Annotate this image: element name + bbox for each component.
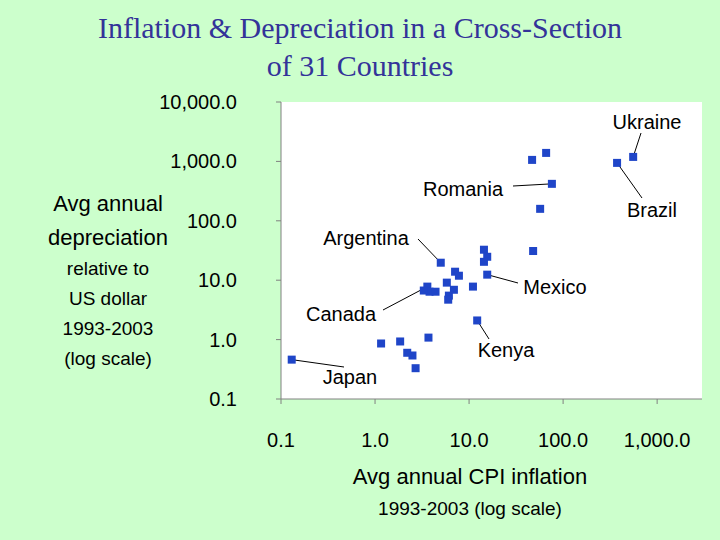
point — [396, 337, 404, 345]
x-tick-label: 1,000.0 — [624, 429, 691, 451]
point — [420, 287, 428, 295]
annotation: Ukraine — [613, 111, 682, 133]
point — [483, 271, 491, 279]
x-tick — [657, 399, 658, 404]
y-axis — [281, 102, 282, 399]
point — [412, 364, 420, 372]
annotation: Brazil — [627, 199, 677, 221]
y-tick-label: 10,000.0 — [159, 91, 237, 113]
y-tick — [276, 280, 281, 281]
y-tick — [276, 161, 281, 162]
point — [528, 156, 536, 164]
point — [629, 153, 637, 161]
point — [480, 246, 488, 254]
annotation: Argentina — [323, 227, 409, 249]
annotation-leader — [487, 275, 518, 283]
title: Inflation & Depreciation in a Cross-Sect… — [98, 11, 622, 82]
y-tick — [276, 339, 281, 340]
point — [529, 247, 537, 255]
point — [432, 288, 440, 296]
x-tick — [469, 399, 470, 404]
y-tick-label: 10.0 — [198, 269, 237, 291]
points — [288, 149, 637, 372]
y-tick-label: 1,000.0 — [170, 150, 237, 172]
x-tick — [563, 399, 564, 404]
x-tick — [281, 399, 282, 404]
y-label: Avg annualdepreciation — [48, 191, 168, 250]
x-tick-label: 0.1 — [267, 429, 295, 451]
point — [542, 149, 550, 157]
point — [536, 205, 544, 213]
point — [548, 180, 556, 188]
point — [480, 258, 488, 266]
annotation: Romania — [423, 178, 504, 200]
point — [473, 316, 481, 324]
point — [424, 334, 432, 342]
annotation-leader — [513, 184, 552, 186]
y-tick-label: 1.0 — [209, 329, 237, 351]
x-tick-label: 100.0 — [538, 429, 588, 451]
y-sublabel: relative toUS dollar1993-2003(log scale) — [63, 258, 154, 369]
y-tick — [276, 102, 281, 103]
annotation: Mexico — [523, 276, 586, 298]
point — [444, 296, 452, 304]
point — [437, 259, 445, 267]
chart: Inflation & Depreciation in a Cross-Sect… — [0, 0, 720, 540]
point — [613, 159, 621, 167]
x-tick-label: 1.0 — [361, 429, 389, 451]
x-axis — [281, 399, 702, 400]
point — [288, 356, 296, 364]
x-label: Avg annual CPI inflation — [353, 464, 587, 489]
annotation-leader — [383, 287, 427, 310]
x-tick — [375, 399, 376, 404]
point — [450, 286, 458, 294]
x-sublabel: 1993-2003 (log scale) — [378, 498, 562, 519]
annotation: Japan — [323, 366, 378, 388]
y-tick-label: 0.1 — [209, 388, 237, 410]
point — [455, 272, 463, 280]
annotation-leader — [617, 163, 642, 198]
x-tick-label: 10.0 — [450, 429, 489, 451]
point — [469, 283, 477, 291]
point — [403, 349, 411, 357]
point — [443, 279, 451, 287]
point — [377, 339, 385, 347]
annotation: Canada — [306, 303, 377, 325]
annotation: Kenya — [478, 339, 536, 361]
plot-area — [281, 102, 702, 399]
y-tick-label: 100.0 — [187, 210, 237, 232]
y-tick — [276, 399, 281, 400]
y-tick — [276, 220, 281, 221]
